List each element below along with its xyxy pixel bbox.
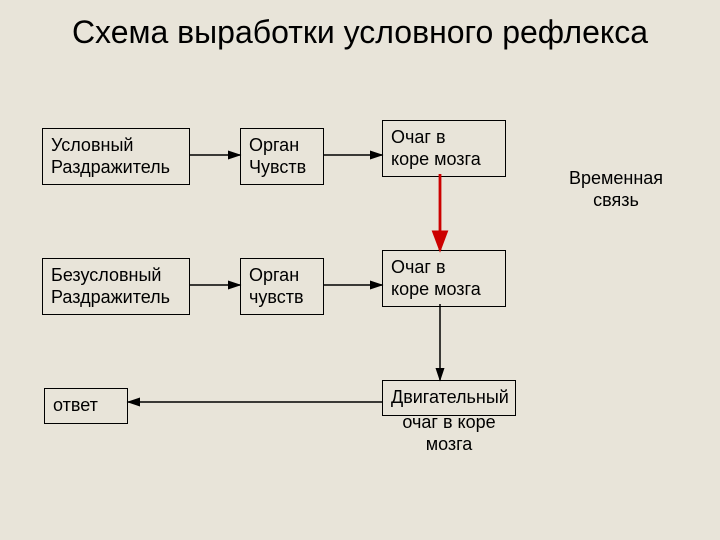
label-motor-sub: очаг в коремозга	[392, 412, 506, 455]
node-motor-focus: Двигательный	[382, 380, 516, 416]
node-sense-organ-2: Органчувств	[240, 258, 324, 315]
node-sense-organ-1: ОрганЧувств	[240, 128, 324, 185]
node-response: ответ	[44, 388, 128, 424]
node-conditional-stimulus: УсловныйРаздражитель	[42, 128, 190, 185]
diagram-title: Схема выработки условного рефлекса	[0, 14, 720, 51]
node-cortex-focus-2: Очаг вкоре мозга	[382, 250, 506, 307]
node-cortex-focus-1: Очаг вкоре мозга	[382, 120, 506, 177]
node-unconditional-stimulus: БезусловныйРаздражитель	[42, 258, 190, 315]
label-temporal-link: Временнаясвязь	[556, 168, 676, 211]
